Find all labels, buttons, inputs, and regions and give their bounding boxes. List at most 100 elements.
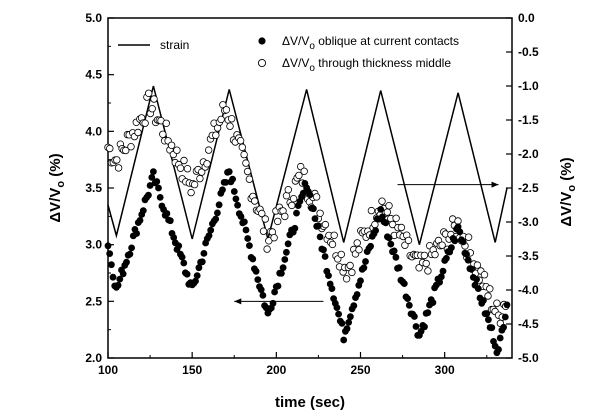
- data-point-oblique: [214, 209, 221, 217]
- data-point-through-thickness: [473, 261, 482, 269]
- data-point-through-thickness: [281, 212, 289, 221]
- data-point-through-thickness: [401, 241, 409, 249]
- y-right-label-sub: o: [566, 185, 578, 192]
- data-point-through-thickness: [493, 299, 501, 307]
- data-point-oblique: [405, 301, 413, 309]
- data-point-oblique: [241, 218, 248, 226]
- data-point-through-thickness: [367, 206, 376, 215]
- data-point-oblique: [501, 313, 509, 321]
- data-point-through-thickness: [300, 167, 308, 175]
- strain-line: [107, 85, 508, 245]
- data-point-through-thickness: [454, 217, 462, 225]
- data-point-oblique: [459, 238, 467, 246]
- data-point-oblique: [108, 261, 115, 269]
- data-point-oblique: [350, 302, 358, 310]
- data-point-through-thickness: [415, 264, 423, 272]
- data-point-oblique: [345, 319, 353, 326]
- data-point-oblique: [257, 286, 265, 294]
- data-point-oblique: [252, 267, 260, 275]
- data-point-oblique: [205, 232, 213, 240]
- data-point-through-thickness: [397, 223, 406, 232]
- x-tick-label: 300: [435, 363, 455, 377]
- data-point-through-thickness: [236, 136, 245, 145]
- data-point-through-thickness: [480, 271, 489, 279]
- data-point-oblique: [412, 323, 420, 330]
- data-point-oblique: [198, 258, 206, 266]
- data-point-oblique: [360, 264, 368, 272]
- data-point-through-thickness: [114, 164, 123, 172]
- data-point-oblique: [333, 304, 341, 311]
- data-point-oblique: [382, 219, 390, 227]
- data-point-oblique: [335, 310, 342, 318]
- data-point-oblique: [284, 240, 292, 248]
- data-point-oblique: [193, 272, 201, 279]
- data-point-oblique: [192, 277, 199, 285]
- data-point-oblique: [357, 277, 364, 285]
- data-point-oblique: [207, 226, 215, 234]
- data-point-through-thickness: [134, 128, 142, 137]
- data-point-through-thickness: [197, 168, 206, 176]
- y-left-tick-label: 2.0: [85, 351, 102, 365]
- data-point-oblique: [150, 168, 157, 176]
- data-point-oblique: [183, 270, 191, 278]
- data-point-oblique: [316, 233, 324, 241]
- legend-oblique-sub: o: [309, 41, 315, 52]
- data-point-through-thickness: [242, 159, 250, 167]
- data-point-oblique: [212, 215, 220, 223]
- data-point-oblique: [133, 230, 141, 237]
- data-point-oblique: [320, 246, 327, 254]
- data-point-oblique: [328, 285, 336, 292]
- data-point-through-thickness: [150, 95, 158, 103]
- data-point-oblique: [104, 242, 112, 250]
- data-point-oblique: [340, 336, 348, 344]
- x-tick-label: 200: [266, 363, 286, 377]
- y-left-tick-label: 2.5: [85, 294, 102, 308]
- data-point-oblique: [139, 207, 147, 215]
- y-axis-label-right: ΔV/Vo (%): [558, 157, 578, 226]
- data-point-through-thickness: [404, 236, 413, 245]
- data-point-through-thickness: [176, 164, 185, 172]
- y-left-label-main: ΔV/V: [47, 188, 64, 223]
- data-point-oblique: [232, 195, 240, 203]
- y-right-tick-label: -3.0: [518, 215, 539, 229]
- data-point-through-thickness: [284, 185, 292, 194]
- data-point-oblique: [437, 273, 445, 281]
- legend-oblique-main: ΔV/V: [282, 34, 309, 48]
- data-point-oblique: [279, 264, 287, 272]
- annotation-arrow-head: [491, 181, 499, 188]
- x-tick-label: 250: [350, 363, 370, 377]
- data-point-through-thickness: [227, 114, 236, 123]
- data-point-oblique: [485, 316, 492, 324]
- data-point-oblique: [488, 324, 496, 332]
- data-point-through-thickness: [263, 245, 271, 253]
- legend-through-sub: o: [309, 63, 315, 74]
- data-point-oblique: [119, 270, 127, 278]
- data-point-oblique: [385, 234, 393, 242]
- data-point-oblique: [311, 215, 319, 223]
- y-left-tick-label: 3.5: [85, 181, 102, 195]
- data-point-oblique: [274, 282, 282, 290]
- data-point-through-thickness: [289, 194, 298, 203]
- data-point-oblique: [244, 235, 252, 242]
- y-left-label-sub: o: [55, 181, 67, 188]
- data-point-oblique: [474, 285, 482, 292]
- data-point-through-thickness: [420, 251, 429, 260]
- data-point-through-thickness: [270, 233, 278, 242]
- data-point-oblique: [395, 264, 403, 272]
- data-point-through-thickness: [196, 174, 204, 183]
- data-point-oblique: [421, 323, 428, 331]
- y-right-label-unit: (%): [558, 157, 575, 185]
- data-point-through-thickness: [353, 239, 361, 247]
- legend-open-marker: [257, 58, 267, 68]
- data-point-oblique: [338, 320, 346, 327]
- data-point-oblique: [178, 253, 186, 261]
- data-point-through-thickness: [295, 171, 303, 180]
- data-point-through-thickness: [438, 241, 446, 249]
- data-point-oblique: [145, 191, 152, 199]
- data-point-oblique: [126, 250, 134, 258]
- data-point-oblique: [230, 188, 238, 195]
- data-point-oblique: [175, 242, 183, 250]
- data-point-through-thickness: [484, 292, 492, 300]
- data-point-through-thickness: [204, 146, 213, 154]
